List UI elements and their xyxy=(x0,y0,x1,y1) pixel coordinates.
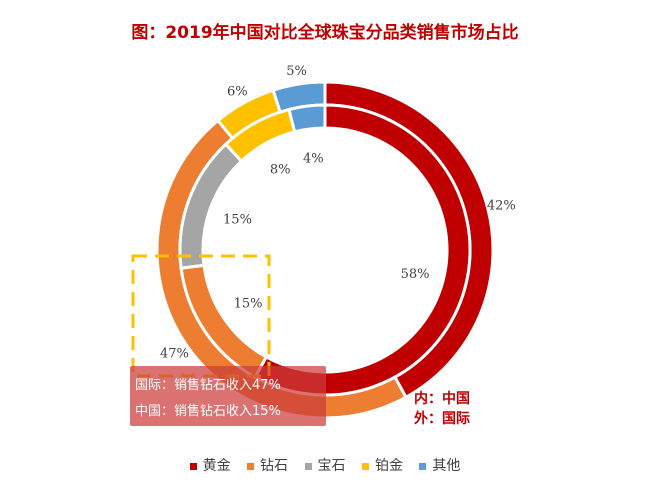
legend-item: 宝石 xyxy=(304,455,346,475)
legend-item: 铂金 xyxy=(361,455,403,475)
annotation-box xyxy=(130,366,326,426)
annotation-international: 国际：销售钻石收入47% xyxy=(135,378,281,393)
data-label: 15% xyxy=(234,296,263,311)
chart-title: 图：2019年中国对比全球珠宝分品类销售市场占比 xyxy=(131,23,519,43)
legend-label: 钻石 xyxy=(260,458,289,474)
legend-item: 钻石 xyxy=(247,455,288,475)
data-label: 4% xyxy=(303,152,324,167)
legend-swatch xyxy=(189,462,197,470)
data-label: 8% xyxy=(270,163,291,178)
annotation-china: 中国：销售钻石收入15% xyxy=(135,404,281,419)
data-label: 58% xyxy=(401,267,430,282)
data-label: 42% xyxy=(487,199,516,214)
legend-label: 宝石 xyxy=(317,458,346,474)
legend-swatch xyxy=(361,462,369,470)
legend-item: 其他 xyxy=(419,455,460,475)
legend-swatch xyxy=(419,462,427,470)
legend-label: 黄金 xyxy=(202,458,231,474)
inner-ring-china xyxy=(178,103,472,397)
legend-label: 铂金 xyxy=(374,458,403,474)
data-label: 5% xyxy=(286,64,307,79)
data-label: 47% xyxy=(160,346,189,361)
slice-中国-其他 xyxy=(287,103,327,134)
chart-legend: 黄金 钻石 宝石 铂金 其他 xyxy=(0,455,650,475)
diamond-highlight-frame xyxy=(131,254,271,378)
legend-swatch xyxy=(247,462,255,470)
data-label: 6% xyxy=(227,85,248,100)
legend-label: 其他 xyxy=(432,458,461,474)
data-label: 15% xyxy=(223,212,252,227)
legend-swatch xyxy=(304,462,312,470)
data-labels: 42% 47% 6% 5% 58% 15% 15% 8% 4% xyxy=(160,64,516,361)
outer-ring-note: 外：国际 xyxy=(414,411,470,427)
legend-item: 黄金 xyxy=(189,455,231,475)
inner-ring-note: 内：中国 xyxy=(414,391,470,407)
